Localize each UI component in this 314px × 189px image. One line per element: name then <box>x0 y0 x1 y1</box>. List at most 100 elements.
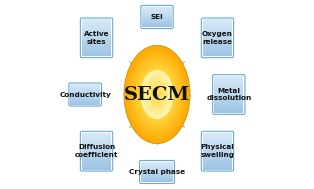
FancyBboxPatch shape <box>141 173 173 174</box>
FancyBboxPatch shape <box>82 45 111 47</box>
FancyBboxPatch shape <box>82 40 111 41</box>
FancyBboxPatch shape <box>82 36 111 38</box>
Ellipse shape <box>131 56 183 133</box>
FancyBboxPatch shape <box>141 181 173 182</box>
FancyBboxPatch shape <box>141 170 173 171</box>
FancyBboxPatch shape <box>203 40 232 41</box>
FancyBboxPatch shape <box>203 157 232 159</box>
FancyBboxPatch shape <box>214 85 243 87</box>
FancyBboxPatch shape <box>141 177 173 178</box>
Ellipse shape <box>144 76 170 113</box>
FancyBboxPatch shape <box>214 84 243 85</box>
FancyBboxPatch shape <box>203 51 232 53</box>
FancyBboxPatch shape <box>141 179 173 180</box>
Ellipse shape <box>136 64 178 125</box>
FancyBboxPatch shape <box>203 19 232 21</box>
Text: Physical
swelling: Physical swelling <box>200 144 235 158</box>
FancyBboxPatch shape <box>70 95 100 97</box>
Ellipse shape <box>127 49 187 140</box>
FancyBboxPatch shape <box>141 166 173 167</box>
Text: Oxygen
release: Oxygen release <box>202 31 233 45</box>
Ellipse shape <box>149 82 165 107</box>
Ellipse shape <box>125 47 189 143</box>
FancyBboxPatch shape <box>70 90 100 91</box>
Text: SEI: SEI <box>151 14 163 20</box>
FancyBboxPatch shape <box>82 149 111 151</box>
FancyBboxPatch shape <box>82 153 111 155</box>
FancyBboxPatch shape <box>82 142 111 144</box>
FancyBboxPatch shape <box>203 49 232 51</box>
Ellipse shape <box>141 71 173 118</box>
FancyBboxPatch shape <box>142 16 172 17</box>
FancyBboxPatch shape <box>141 174 173 175</box>
FancyBboxPatch shape <box>214 102 243 104</box>
FancyBboxPatch shape <box>214 91 243 93</box>
FancyBboxPatch shape <box>82 43 111 45</box>
FancyBboxPatch shape <box>203 25 232 27</box>
FancyBboxPatch shape <box>141 162 173 163</box>
Ellipse shape <box>145 77 169 112</box>
Ellipse shape <box>156 93 158 96</box>
FancyBboxPatch shape <box>142 21 172 22</box>
Ellipse shape <box>148 81 166 108</box>
FancyBboxPatch shape <box>70 94 100 95</box>
Ellipse shape <box>133 59 181 130</box>
FancyBboxPatch shape <box>141 165 173 166</box>
FancyBboxPatch shape <box>203 43 232 45</box>
FancyBboxPatch shape <box>141 168 173 169</box>
FancyBboxPatch shape <box>82 25 111 27</box>
FancyBboxPatch shape <box>70 92 100 94</box>
FancyBboxPatch shape <box>203 138 232 140</box>
FancyBboxPatch shape <box>203 27 232 29</box>
FancyBboxPatch shape <box>82 47 111 49</box>
Ellipse shape <box>134 60 180 129</box>
Ellipse shape <box>136 63 178 126</box>
FancyBboxPatch shape <box>203 38 232 40</box>
FancyBboxPatch shape <box>214 100 243 102</box>
FancyBboxPatch shape <box>82 146 111 148</box>
FancyBboxPatch shape <box>82 166 111 168</box>
FancyBboxPatch shape <box>82 135 111 136</box>
FancyBboxPatch shape <box>82 23 111 25</box>
FancyBboxPatch shape <box>203 144 232 146</box>
FancyBboxPatch shape <box>203 151 232 153</box>
FancyBboxPatch shape <box>142 24 172 25</box>
FancyBboxPatch shape <box>82 162 111 164</box>
Ellipse shape <box>151 86 163 103</box>
Ellipse shape <box>154 91 160 98</box>
Ellipse shape <box>155 92 159 97</box>
FancyBboxPatch shape <box>203 34 232 36</box>
FancyBboxPatch shape <box>203 160 232 162</box>
FancyBboxPatch shape <box>203 29 232 30</box>
FancyBboxPatch shape <box>214 89 243 91</box>
Ellipse shape <box>149 84 165 105</box>
FancyBboxPatch shape <box>82 159 111 160</box>
FancyBboxPatch shape <box>203 166 232 168</box>
Ellipse shape <box>146 79 168 111</box>
Ellipse shape <box>131 55 183 134</box>
FancyBboxPatch shape <box>142 22 172 23</box>
FancyBboxPatch shape <box>82 38 111 40</box>
Ellipse shape <box>138 66 176 123</box>
FancyBboxPatch shape <box>142 18 172 19</box>
FancyBboxPatch shape <box>203 133 232 135</box>
FancyBboxPatch shape <box>214 82 243 84</box>
FancyBboxPatch shape <box>203 148 232 149</box>
FancyBboxPatch shape <box>70 88 100 89</box>
FancyBboxPatch shape <box>82 144 111 146</box>
Ellipse shape <box>153 88 161 101</box>
FancyBboxPatch shape <box>141 175 173 176</box>
FancyBboxPatch shape <box>70 91 100 92</box>
FancyBboxPatch shape <box>142 19 172 20</box>
FancyBboxPatch shape <box>203 162 232 164</box>
FancyBboxPatch shape <box>203 47 232 49</box>
FancyBboxPatch shape <box>82 140 111 142</box>
FancyBboxPatch shape <box>142 25 172 26</box>
Ellipse shape <box>124 45 190 144</box>
FancyBboxPatch shape <box>141 167 173 168</box>
FancyBboxPatch shape <box>141 164 173 165</box>
FancyBboxPatch shape <box>142 10 172 11</box>
FancyBboxPatch shape <box>142 17 172 18</box>
FancyBboxPatch shape <box>203 159 232 160</box>
FancyBboxPatch shape <box>142 8 172 9</box>
